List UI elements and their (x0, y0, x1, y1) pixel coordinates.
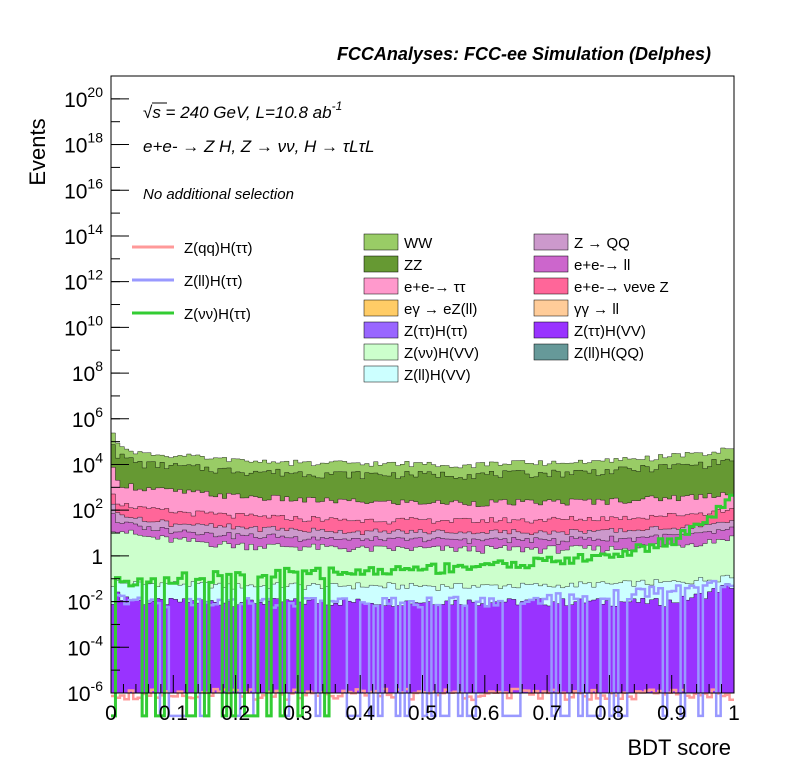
legend-label: WW (404, 235, 433, 252)
legend-label: Z(ll)H(VV) (404, 367, 471, 384)
selection-annotation: No additional selection (143, 186, 294, 203)
y-tick-label: 1012 (64, 267, 103, 295)
y-tick-label: 10-4 (67, 632, 103, 660)
energy-lumi-annotation: √s = 240 GeV, L=10.8 ab-1 (143, 99, 342, 122)
legend-swatch (363, 343, 399, 361)
y-tick-label: 1018 (64, 130, 103, 158)
y-tick-label: 102 (72, 495, 103, 523)
legend-swatch (363, 277, 399, 295)
legend-swatch (533, 277, 569, 295)
process-annotation: e+e- → Z H, Z → νν, H → τLτL (143, 137, 374, 156)
y-tick-label: 1 (91, 546, 103, 569)
x-axis-label: BDT score (627, 735, 731, 760)
legend-swatch (533, 343, 569, 361)
legend-swatch (533, 233, 569, 251)
legend-label: Z(ττ)H(ττ) (404, 323, 468, 340)
y-tick-label: 1016 (64, 175, 103, 203)
y-tick-label: 106 (72, 404, 103, 432)
legend-label: e+e-→ ττ (404, 279, 466, 296)
y-tick-label: 10-2 (67, 587, 103, 615)
legend-label: Z(ll)H(QQ) (574, 345, 644, 362)
x-tick-label: 1 (728, 702, 740, 725)
x-tick-label: 0.1 (159, 702, 188, 725)
legend-swatch (533, 321, 569, 339)
x-tick-label: 0.7 (532, 702, 561, 725)
legend-swatch (533, 255, 569, 273)
legend-signals: Z(qq)H(ττ) Z(ll)H(ττ) Z(νν)H(ττ) (132, 240, 253, 323)
legend-label: Z(νν)H(VV) (404, 345, 479, 362)
x-tick-label: 0 (105, 702, 117, 725)
y-tick-label: 104 (72, 449, 103, 477)
legend-signal-label: Z(qq)H(ττ) (184, 240, 253, 257)
x-tick-label: 0.3 (283, 702, 312, 725)
legend-swatch (363, 365, 399, 383)
legend-signal-label: Z(νν)H(ττ) (184, 306, 251, 323)
x-tick-label: 0.6 (470, 702, 499, 725)
legend-label: Z(ττ)H(VV) (574, 323, 646, 340)
legend-swatch (363, 233, 399, 251)
legend-signal-label: Z(ll)H(ττ) (184, 273, 243, 290)
y-tick-label: 1020 (64, 84, 103, 112)
y-axis-label: Events (25, 118, 50, 185)
y-tick-label: 108 (72, 358, 103, 386)
legend-label: eγ → eZ(ll) (404, 301, 477, 318)
y-tick-label: 10-6 (67, 678, 103, 706)
x-tick-label: 0.9 (657, 702, 686, 725)
y-tick-label: 1010 (64, 312, 103, 340)
x-tick-label: 0.4 (346, 702, 376, 725)
legend-swatch (363, 299, 399, 317)
x-tick-label: 0.2 (221, 702, 250, 725)
signal-z-h- (111, 493, 734, 718)
axes: 0 0.1 0.2 0.3 0.4 0.5 0.6 0.7 0.8 0.9 1 10-6 10-4 10-… (64, 75, 740, 725)
header-title: FCCAnalyses: FCC-ee Simulation (Delphes) (337, 44, 711, 64)
legend-label: e+e-→ ll (574, 257, 630, 274)
legend-backgrounds-col1: WW ZZ e+e-→ ττ eγ → eZ(ll) Z(ττ)H(ττ) Z(νν)H(… (363, 233, 479, 384)
legend-swatch (363, 321, 399, 339)
legend-swatch (363, 255, 399, 273)
legend-backgrounds-col2: Z → QQ e+e-→ ll e+e-→ νeνe Z γγ → ll Z(ττ)H(… (533, 233, 669, 362)
signal-z-ll-h- (111, 579, 734, 718)
legend-label: e+e-→ νeνe Z (574, 279, 669, 296)
legend-label: Z → QQ (574, 235, 630, 252)
legend-label: γγ → ll (574, 301, 619, 318)
legend-label: ZZ (404, 257, 422, 274)
y-tick-label: 1014 (64, 221, 103, 249)
x-tick-label: 0.8 (595, 702, 624, 725)
legend-swatch (533, 299, 569, 317)
x-tick-label: 0.5 (408, 702, 437, 725)
